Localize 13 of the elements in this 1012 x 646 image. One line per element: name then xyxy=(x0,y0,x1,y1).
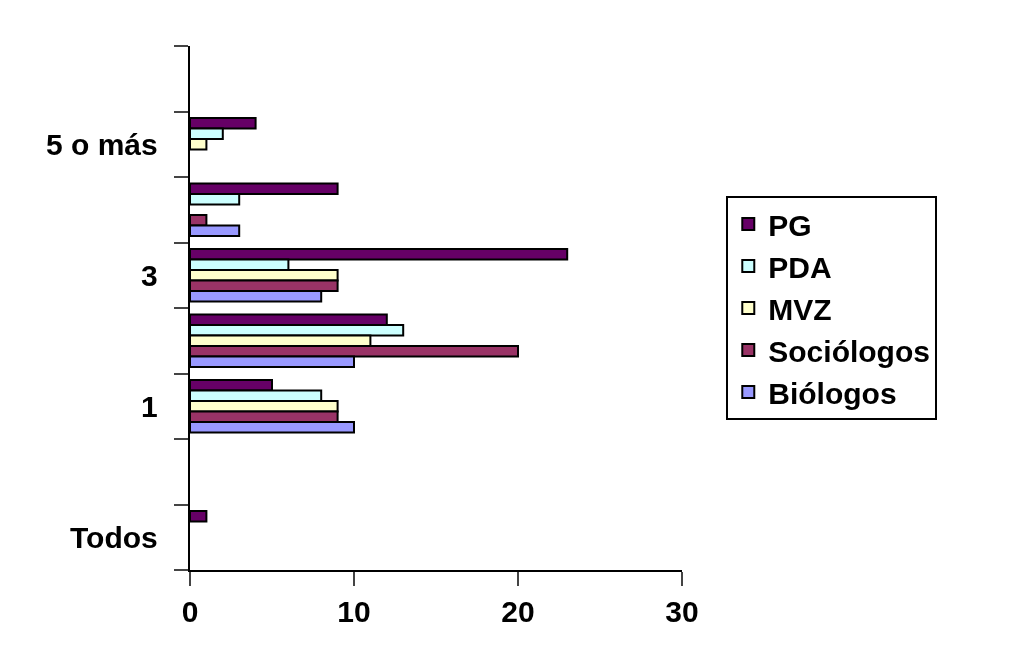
legend-label: PDA xyxy=(768,250,832,284)
x-tick-label: 20 xyxy=(501,595,535,628)
x-tick-label: 0 xyxy=(181,595,199,628)
legend-label: MVZ xyxy=(768,292,832,326)
legend-label: PG xyxy=(768,208,812,242)
legend-label: Sociólogos xyxy=(768,334,930,368)
y-tick-label: 1 xyxy=(141,390,158,423)
x-tick-label: 10 xyxy=(337,595,371,628)
y-tick-label: Todos xyxy=(70,521,158,554)
legend-label: Biólogos xyxy=(768,376,897,410)
y-tick-label: 5 o más xyxy=(46,128,158,161)
x-tick-label: 30 xyxy=(665,595,699,628)
y-tick-label: 3 xyxy=(141,259,158,292)
